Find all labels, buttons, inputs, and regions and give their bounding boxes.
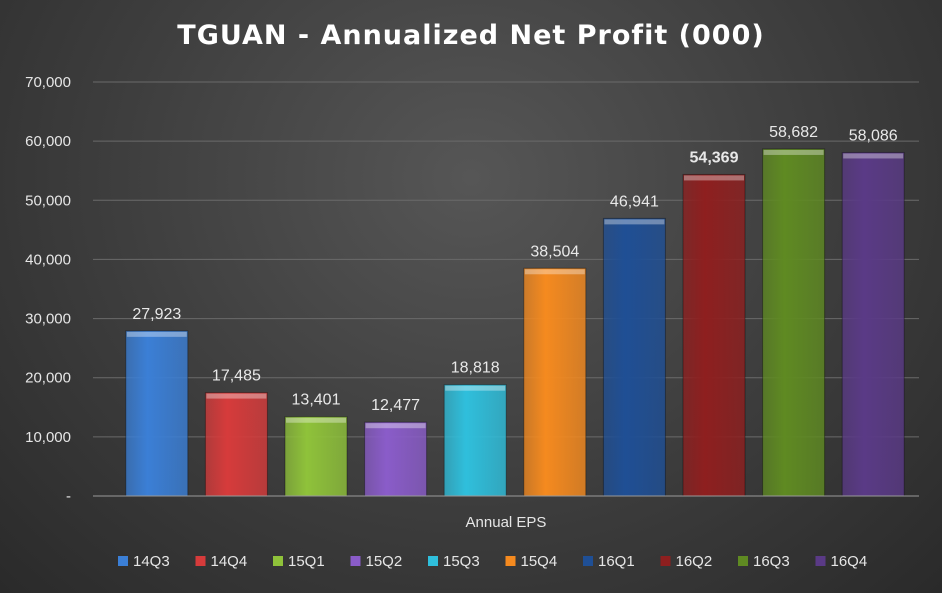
legend-swatch-14Q4 [195,556,206,566]
legend-swatch-15Q2 [350,556,361,566]
bar-bevel [763,149,824,155]
bar-16Q3 [762,148,826,497]
bar-bevel [524,269,585,275]
bar-16Q4 [841,151,905,497]
legend-label-15Q3: 15Q3 [443,553,480,570]
data-label-16Q4: 58,086 [849,127,898,144]
y-axis-ticks: - 10,000 20,000 30,000 40,000 50,000 60,000 70,… [25,74,71,505]
bar-15Q4 [523,267,587,497]
bar-bevel [286,417,346,423]
legend-swatch-16Q1 [583,556,593,566]
data-label-15Q3: 18,818 [451,360,500,377]
legend-swatch-15Q3 [428,556,438,566]
data-label-16Q1: 46,941 [610,193,659,210]
legend-label-16Q2: 16Q2 [676,553,713,570]
bar-15Q2 [364,421,428,497]
data-label-15Q4: 38,504 [530,243,579,260]
legend-label-15Q1: 15Q1 [288,553,325,570]
legend-label-15Q2: 15Q2 [366,553,403,570]
x-axis-label: Annual EPS [466,514,547,531]
legend-swatch-15Q1 [273,556,283,566]
data-label-14Q3: 27,923 [132,306,181,323]
legend-swatch-14Q3 [118,556,128,566]
legend-swatch-15Q4 [505,556,516,566]
y-tick-label: 70,000 [25,74,71,91]
legend-label-16Q4: 16Q4 [831,553,868,570]
bar-bevel [684,175,744,181]
data-label-14Q4: 17,485 [212,368,261,385]
y-tick-label: 20,000 [25,370,71,387]
bar-bevel [445,385,506,391]
legend: 14Q3 14Q4 15Q1 15Q2 15Q3 15Q4 16Q1 16Q2 16Q3 16Q4 [118,553,867,570]
data-label-16Q3: 58,682 [769,124,818,141]
y-tick-label: - [66,488,71,505]
bars [125,148,905,497]
y-tick-label: 40,000 [25,251,71,268]
legend-swatch-16Q2 [660,556,671,566]
bar-15Q1 [284,416,348,497]
y-tick-label: 50,000 [25,192,71,209]
bar-14Q4 [204,392,268,497]
bar-15Q3 [443,384,507,497]
bar-bevel [843,153,904,159]
bar-14Q3 [125,330,189,497]
bar-bevel [604,219,665,225]
data-label-16Q2: 54,369 [690,149,739,166]
legend-label-14Q4: 14Q4 [211,553,248,570]
legend-label-16Q3: 16Q3 [753,553,790,570]
bar-bevel [126,331,187,337]
data-label-15Q2: 12,477 [371,397,420,414]
bar-bevel [206,393,267,399]
y-tick-label: 60,000 [25,133,71,150]
chart-title: TGUAN - Annualized Net Profit (000) [177,20,765,51]
legend-label-15Q4: 15Q4 [521,553,558,570]
y-tick-label: 10,000 [25,429,71,446]
data-label-15Q1: 13,401 [292,392,341,409]
legend-swatch-16Q3 [738,556,748,566]
bar-bevel [365,423,426,429]
bar-16Q1 [602,217,666,497]
legend-label-14Q3: 14Q3 [133,553,170,570]
legend-swatch-16Q4 [815,556,826,566]
bar-16Q2 [682,173,746,497]
data-labels: 27,923 17,485 13,401 12,477 18,818 38,504 46,9… [132,124,897,414]
y-tick-label: 30,000 [25,311,71,328]
legend-label-16Q1: 16Q1 [598,553,635,570]
